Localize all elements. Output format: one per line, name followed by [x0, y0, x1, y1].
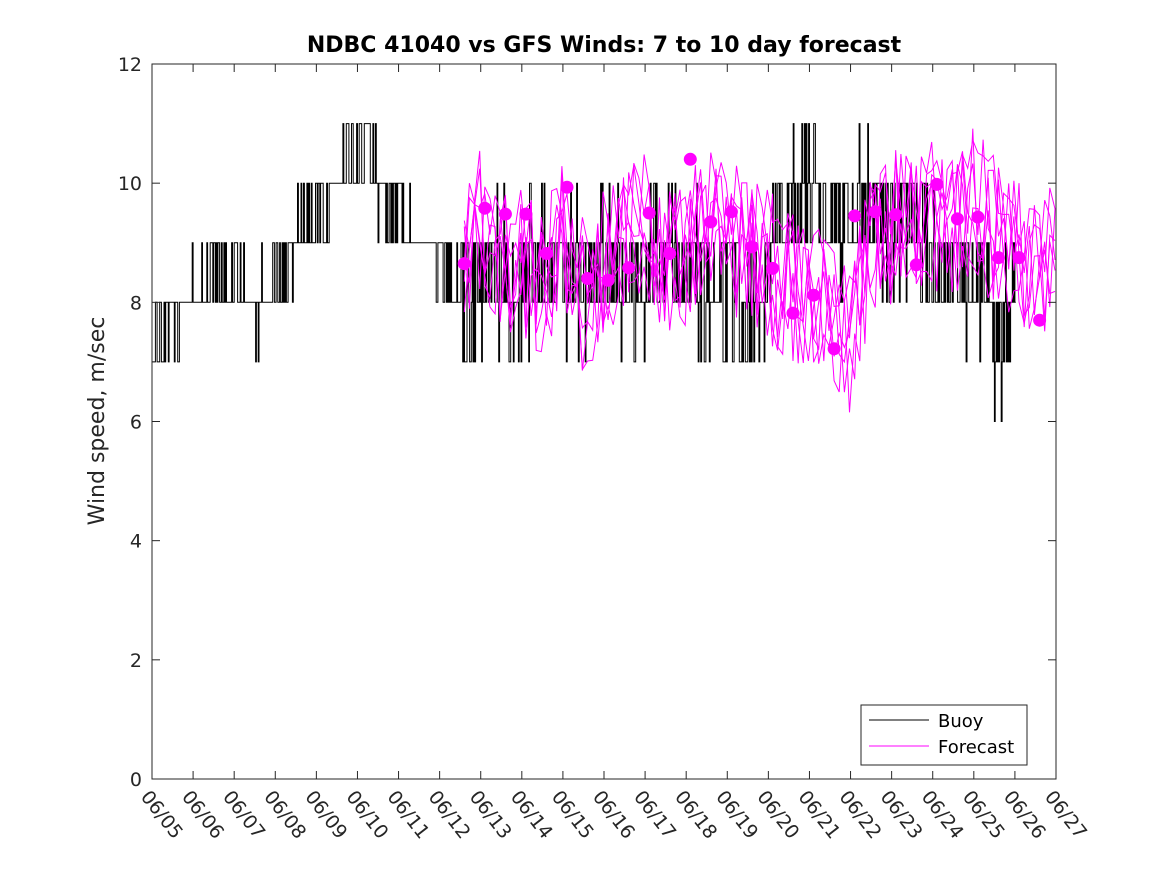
forecast-markers	[457, 152, 1047, 356]
forecast-marker	[848, 209, 862, 223]
x-tick-label: 06/26	[999, 787, 1050, 844]
forecast-marker	[642, 206, 656, 220]
forecast-marker	[457, 257, 471, 271]
forecast-marker	[478, 201, 492, 215]
forecast-marker	[540, 247, 553, 260]
forecast-marker	[581, 272, 595, 285]
forecast-marker	[683, 152, 697, 166]
forecast-marker	[971, 210, 985, 224]
x-tick-label: 06/14	[506, 787, 557, 844]
forecast-trace	[463, 139, 1056, 413]
forecast-marker	[868, 205, 882, 219]
y-tick-label: 10	[118, 173, 142, 195]
y-tick-label: 12	[118, 54, 142, 76]
y-tick-label: 6	[130, 412, 142, 434]
chart-title: NDBC 41040 vs GFS Winds: 7 to 10 day for…	[307, 33, 902, 58]
x-tick-label: 06/13	[465, 787, 516, 844]
forecast-trace	[463, 155, 1056, 362]
x-tick-label: 06/23	[876, 787, 927, 844]
forecast-marker	[724, 205, 738, 219]
x-tick-label: 06/25	[958, 787, 1009, 844]
forecast-marker	[560, 180, 574, 194]
y-tick-label: 2	[130, 650, 142, 672]
x-tick-label: 06/10	[342, 787, 393, 844]
legend-label-forecast: Forecast	[938, 737, 1014, 758]
x-tick-label: 06/15	[547, 787, 598, 844]
buoy-line	[152, 123, 1016, 422]
x-tick-label: 06/07	[218, 787, 269, 844]
forecast-marker	[909, 258, 923, 272]
forecast-marker	[704, 215, 718, 229]
forecast-marker	[498, 207, 512, 221]
forecast-marker	[622, 261, 636, 275]
forecast-marker	[766, 261, 779, 275]
forecast-marker	[745, 240, 759, 254]
legend: Buoy Forecast	[860, 704, 1028, 766]
forecast-marker	[786, 306, 800, 320]
forecast-marker	[950, 212, 964, 226]
x-tick-label: 06/16	[588, 787, 639, 844]
forecast-marker	[827, 342, 841, 356]
x-tick-label: 06/05	[136, 787, 187, 844]
x-tick-label: 06/08	[259, 787, 310, 844]
forecast-marker	[519, 207, 533, 221]
x-tick-label: 06/18	[670, 787, 721, 844]
x-tick-label: 06/17	[629, 787, 680, 844]
x-tick-label: 06/11	[383, 787, 434, 844]
forecast-marker	[601, 273, 615, 287]
y-tick-label: 4	[130, 531, 142, 553]
y-tick-label: 0	[130, 769, 142, 791]
forecast-trace	[463, 128, 1056, 371]
x-tick-label: 06/27	[1040, 787, 1091, 844]
forecast-marker	[930, 177, 944, 191]
x-tick-label: 06/06	[177, 787, 228, 844]
legend-box	[860, 704, 1028, 766]
x-tick-label: 06/24	[917, 787, 968, 844]
y-axis-label: Wind speed, m/sec	[85, 317, 110, 526]
y-axis: 0 2 4 6 8 10 12	[118, 54, 1056, 791]
x-tick-label: 06/09	[300, 787, 351, 844]
forecast-marker	[1012, 251, 1026, 265]
buoy-series	[152, 123, 1016, 422]
forecast-marker	[807, 288, 821, 302]
forecast-series	[463, 128, 1056, 413]
x-tick-label: 06/21	[794, 787, 845, 844]
x-tick-label: 06/12	[424, 787, 475, 844]
forecast-marker	[1033, 313, 1047, 327]
x-tick-label: 06/20	[752, 787, 803, 844]
forecast-marker	[992, 251, 1005, 265]
y-tick-label: 8	[130, 292, 142, 314]
x-tick-label: 06/22	[835, 787, 886, 844]
forecast-marker	[889, 208, 903, 222]
forecast-marker	[663, 247, 677, 260]
legend-label-buoy: Buoy	[938, 711, 984, 732]
x-tick-label: 06/19	[711, 787, 762, 844]
